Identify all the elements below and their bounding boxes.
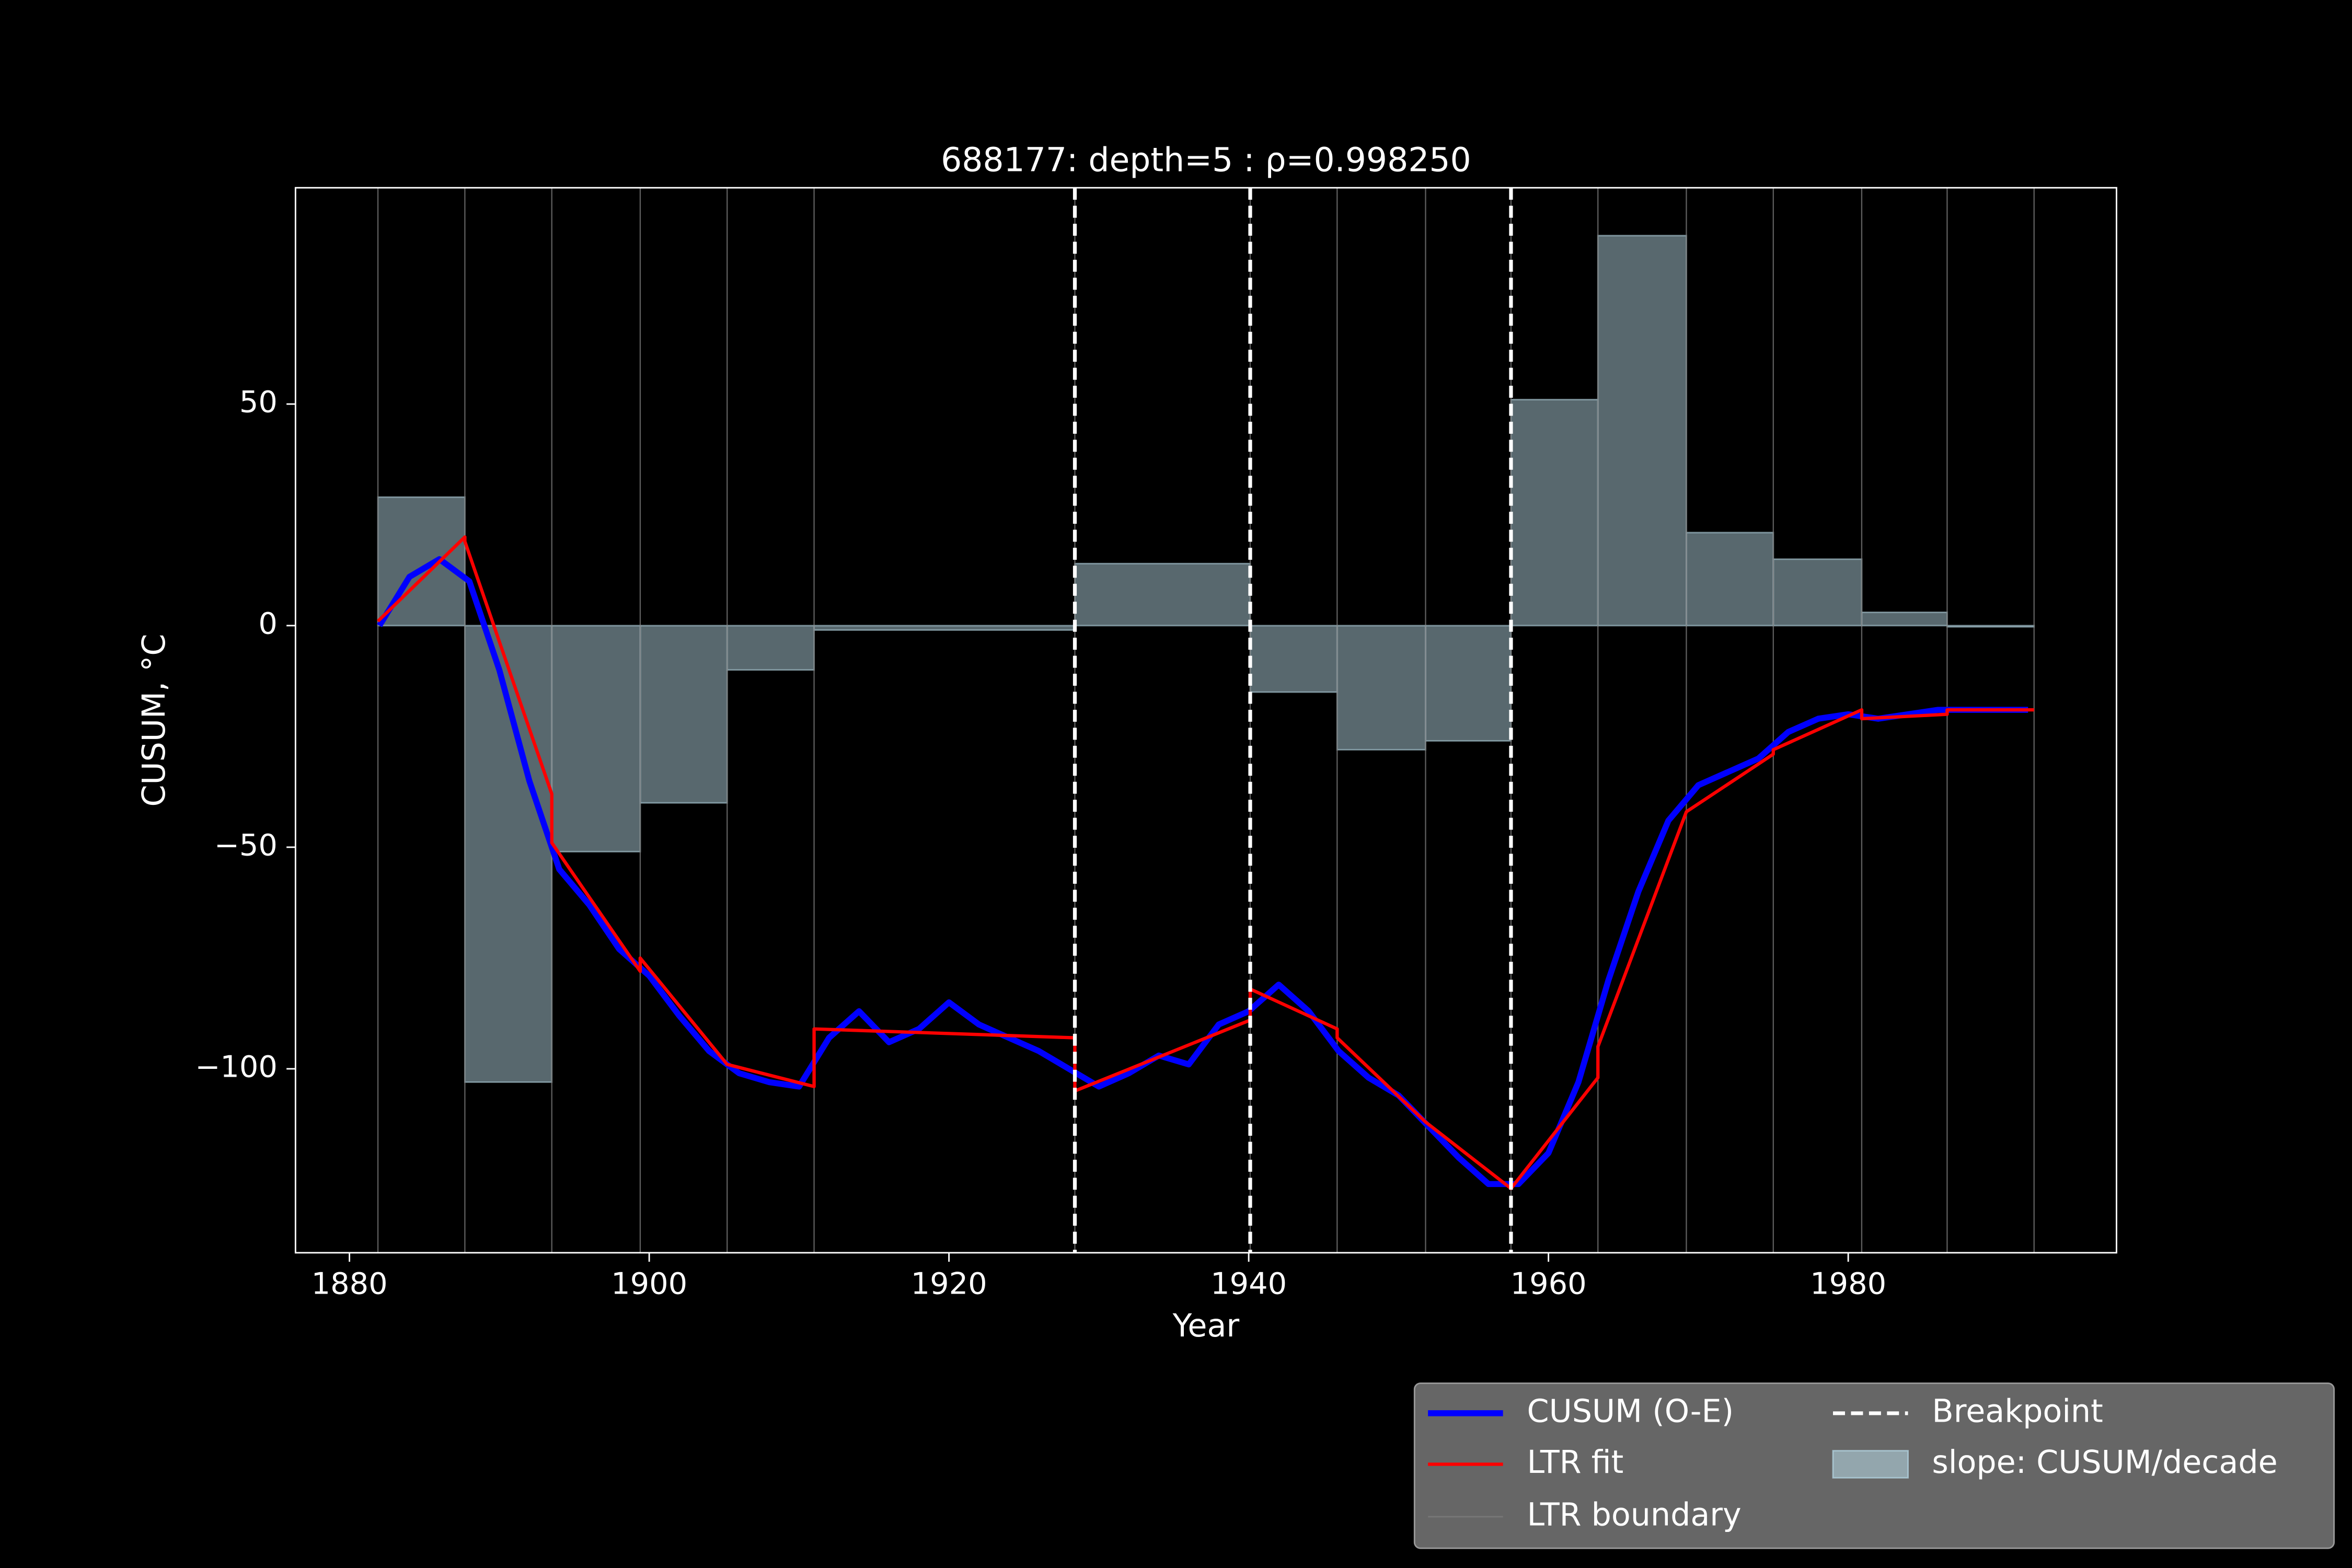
line-series — [377, 556, 2028, 1187]
y-axis-label: CUSUM, °C — [136, 634, 172, 807]
y-tick-label: 0 — [258, 606, 278, 641]
y-tick-label: 50 — [239, 385, 278, 420]
slope-bar — [551, 625, 641, 852]
legend-swatch — [1832, 1450, 1909, 1479]
x-tick-label: 1920 — [911, 1266, 987, 1301]
slope-bar — [813, 625, 1076, 631]
legend-label: LTR fit — [1527, 1444, 1624, 1481]
slope-bar — [1074, 562, 1251, 627]
legend-label: slope: CUSUM/decade — [1932, 1444, 2277, 1481]
slope-bar — [1861, 612, 1948, 627]
slope-bar — [1510, 399, 1599, 627]
x-tick-label: 1980 — [1810, 1266, 1886, 1301]
slope-bar — [1597, 235, 1687, 627]
slope-bar — [1336, 625, 1426, 751]
line-series — [376, 535, 2034, 1191]
plot-area: 1880 1900 1920 1940 1960 1980 −100 −50 0 50 — [195, 187, 2117, 1301]
legend-label: LTR boundary — [1527, 1497, 1742, 1534]
y-tick-label: −50 — [214, 828, 278, 863]
legend-label: CUSUM (O-E) — [1527, 1393, 1734, 1430]
slope-bar — [1249, 625, 1338, 693]
x-tick-label: 1880 — [312, 1266, 388, 1301]
slope-bar — [1686, 532, 1774, 627]
slope-bar — [1425, 625, 1512, 742]
y-tick-label: −100 — [195, 1050, 278, 1085]
x-tick-label: 1900 — [611, 1266, 687, 1301]
chart-title: 688177: depth=5 : ρ=0.998250 — [941, 141, 1471, 179]
legend: CUSUM (O-E) LTR fit LTR boundary Breakpoint… — [1413, 1382, 2335, 1549]
x-axis-label: Year — [1172, 1308, 1240, 1344]
x-tick-label: 1960 — [1511, 1266, 1587, 1301]
slope-bar — [1772, 558, 1863, 627]
slope-bar — [639, 625, 728, 804]
slope-bar — [1946, 625, 2035, 628]
legend-label: Breakpoint — [1932, 1393, 2103, 1430]
slope-bar — [726, 625, 815, 671]
x-tick-label: 1940 — [1210, 1266, 1287, 1301]
plot-frame — [294, 187, 2117, 1254]
